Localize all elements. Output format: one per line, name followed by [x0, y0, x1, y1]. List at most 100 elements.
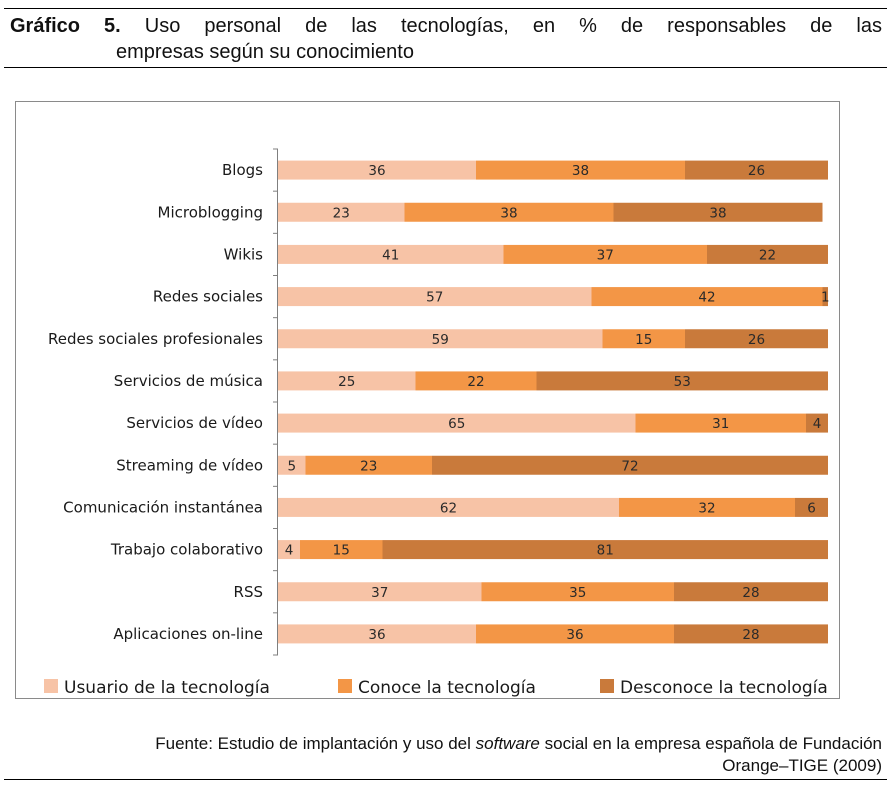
- top-rule: [4, 8, 887, 9]
- bar-segment-1: [278, 540, 300, 560]
- data-label: 72: [621, 458, 638, 474]
- bar-segment-2: [415, 371, 537, 391]
- data-label: 5: [287, 458, 296, 474]
- data-label: 59: [432, 332, 449, 348]
- bar-segment-3: [432, 455, 828, 475]
- data-label: 23: [333, 205, 350, 221]
- legend-swatch: [338, 679, 352, 693]
- bar-segment-3: [822, 287, 828, 307]
- data-label: 31: [712, 416, 729, 432]
- bar-segment-2: [602, 329, 685, 349]
- bar-segment-1: [278, 244, 504, 264]
- source-italic: software: [475, 734, 540, 753]
- category-label: Servicios de vídeo: [126, 414, 263, 432]
- bar-segment-1: [278, 160, 476, 180]
- data-label: 36: [368, 163, 385, 179]
- data-label: 62: [440, 500, 457, 516]
- bar-segment-1: [278, 287, 592, 307]
- data-label: 37: [371, 585, 388, 601]
- data-label: 41: [382, 247, 399, 263]
- data-label: 26: [748, 332, 765, 348]
- bar-segment-1: [278, 413, 636, 433]
- data-label: 28: [742, 627, 759, 643]
- data-label: 57: [426, 290, 443, 306]
- bar-segment-2: [503, 244, 707, 264]
- category-label: Blogs: [222, 161, 263, 179]
- bar-segment-3: [536, 371, 828, 391]
- data-label: 26: [748, 163, 765, 179]
- source-prefix: Fuente: Estudio de implantación y uso de…: [155, 734, 476, 753]
- data-label: 81: [597, 543, 614, 559]
- category-label: Redes sociales profesionales: [48, 330, 263, 348]
- data-label: 35: [569, 585, 586, 601]
- chart-frame: [15, 101, 840, 699]
- data-label: 38: [500, 205, 517, 221]
- data-label: 4: [285, 543, 294, 559]
- bar-segment-2: [481, 582, 674, 602]
- data-label: 38: [572, 163, 589, 179]
- bar-segment-3: [382, 540, 828, 560]
- bar-segment-2: [300, 540, 383, 560]
- data-label: 15: [635, 332, 652, 348]
- data-label: 1: [821, 290, 830, 306]
- category-label: Streaming de vídeo: [116, 456, 263, 474]
- caption-label: Gráfico 5.: [10, 15, 121, 37]
- bar-segment-3: [674, 582, 828, 602]
- category-label: Comunicación instantánea: [63, 498, 263, 516]
- bottom-rule: [4, 779, 887, 780]
- source-line2: Orange–TIGE (2009): [722, 756, 882, 775]
- bar-segment-1: [278, 329, 603, 349]
- category-label: Servicios de música: [114, 372, 263, 390]
- bar-segment-1: [278, 455, 306, 475]
- data-label: 25: [338, 374, 355, 390]
- data-label: 38: [709, 205, 726, 221]
- data-label: 23: [360, 458, 377, 474]
- figure-caption: Gráfico 5. Uso personal de las tecnologí…: [10, 14, 882, 38]
- data-label: 28: [742, 585, 759, 601]
- category-label: Wikis: [224, 245, 264, 263]
- bar-segment-3: [685, 329, 828, 349]
- bar-segment-1: [278, 202, 405, 222]
- data-label: 53: [674, 374, 691, 390]
- bar-segment-1: [278, 497, 619, 517]
- bar-segment-2: [476, 624, 674, 644]
- legend-swatch: [44, 679, 58, 693]
- data-label: 15: [333, 543, 350, 559]
- category-label: Aplicaciones on-line: [113, 625, 263, 643]
- data-label: 36: [368, 627, 385, 643]
- bar-segment-2: [305, 455, 432, 475]
- caption-line2: empresas según su conocimiento: [116, 41, 414, 63]
- category-label: Microblogging: [158, 203, 263, 221]
- bar-segment-2: [591, 287, 823, 307]
- data-label: 36: [566, 627, 583, 643]
- data-label: 22: [467, 374, 484, 390]
- bar-segment-3: [685, 160, 828, 180]
- bar-segment-2: [635, 413, 806, 433]
- bar-segment-3: [795, 497, 828, 517]
- legend-label: Desconoce la tecnología: [620, 678, 828, 698]
- category-label: Trabajo colaborativo: [110, 541, 263, 559]
- data-label: 4: [813, 416, 822, 432]
- legend-swatch: [600, 679, 614, 693]
- bar-segment-3: [806, 413, 828, 433]
- data-label: 65: [448, 416, 465, 432]
- bar-segment-3: [613, 202, 823, 222]
- data-label: 32: [698, 500, 715, 516]
- bar-segment-3: [707, 244, 828, 264]
- data-label: 42: [698, 290, 715, 306]
- legend-label: Conoce la tecnología: [358, 678, 536, 698]
- bar-segment-1: [278, 371, 416, 391]
- category-label: Redes sociales: [153, 288, 263, 306]
- source-suffix: social en la empresa española de Fundaci…: [539, 734, 882, 753]
- data-label: 37: [597, 247, 614, 263]
- category-label: RSS: [234, 583, 263, 601]
- caption-bottom-rule: [4, 67, 887, 68]
- bar-segment-1: [278, 582, 482, 602]
- bar-segment-1: [278, 624, 476, 644]
- data-label: 22: [759, 247, 776, 263]
- source-note: Fuente: Estudio de implantación y uso de…: [22, 733, 882, 777]
- bar-segment-3: [674, 624, 828, 644]
- bar-segment-2: [476, 160, 685, 180]
- bar-segment-2: [404, 202, 614, 222]
